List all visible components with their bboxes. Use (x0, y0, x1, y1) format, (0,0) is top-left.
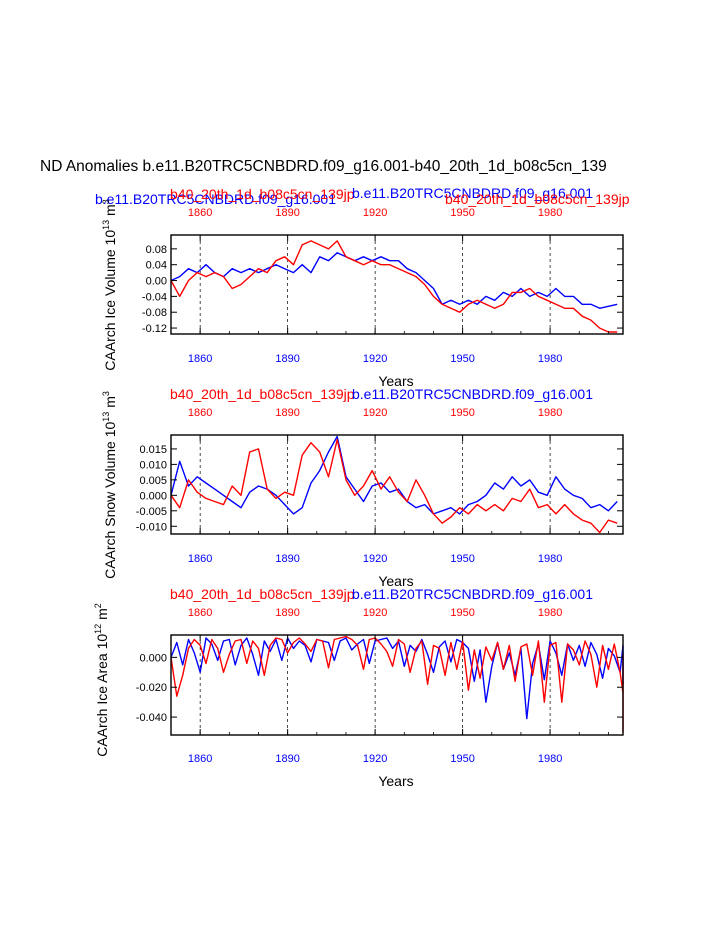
ice-area-y-tick-label: 0.000 (139, 652, 167, 664)
ice-area-x-tick-label: 1920 (363, 753, 387, 765)
snow-volume-x-tick-label-top: 1980 (538, 407, 562, 419)
snow-volume-y-axis-label: CAArch Snow Volume 1013 m3 (101, 391, 118, 579)
ice-area-x-tick-label-top: 1950 (450, 607, 474, 619)
ice-area-panel: b40_20th_1d_b08c5cn_139jp b.e11.B20TRC5C… (93, 586, 624, 789)
snow-volume-x-tick-label: 1890 (275, 553, 299, 565)
ice-volume-plot-frame (170, 234, 624, 335)
ice-volume-y-tick-label: -0.04 (142, 291, 167, 303)
snow-volume-y-tick-label: -0.010 (136, 521, 167, 533)
snow-volume-series-b-e11 (170, 435, 618, 515)
ice-volume-title-right-a: b.e11.B20TRC5CNBDRD.f09_g16.001 (352, 185, 593, 201)
ice-area-x-tick-label-top: 1890 (275, 607, 299, 619)
snow-volume-x-tick-label-top: 1860 (188, 407, 212, 419)
snow-volume-panel: b40_20th_1d_b08c5cn_139jp b.e11.B20TRC5C… (101, 386, 624, 589)
snow-volume-series-b40 (170, 438, 618, 534)
ice-area-series-b40 (170, 635, 624, 733)
ice-volume-y-tick-label: 0.04 (146, 260, 167, 272)
snow-volume-x-tick-label-top: 1950 (450, 407, 474, 419)
ice-area-title-right: b.e11.B20TRC5CNBDRD.f09_g16.001 (352, 586, 593, 602)
snow-volume-y-tick-label: -0.005 (136, 506, 167, 518)
ice-volume-x-tick-label: 1920 (363, 353, 387, 365)
ice-volume-title-left-b: b40_20th_1d_b08c5cn_139jp (170, 186, 355, 202)
snow-volume-y-tick-label: 0.015 (139, 444, 167, 456)
ice-volume-title-right-b: b40_20th_1d_b08c5cn_139jp (445, 191, 630, 207)
ice-volume-y-axis-label: CAArch Ice Volume 1013 m3 (101, 199, 118, 370)
ice-volume-panel: b.e11.B20TRC5CNBDRD.f09_g16.001 b40_20th… (95, 185, 630, 389)
ice-area-title-left: b40_20th_1d_b08c5cn_139jp (170, 586, 355, 602)
snow-volume-plot-frame (170, 434, 624, 535)
ice-area-y-axis-label: CAArch Ice Area 1012 m2 (93, 603, 110, 757)
snow-volume-x-tick-label: 1860 (188, 553, 212, 565)
ice-area-series-b-e11 (170, 637, 624, 720)
snow-volume-x-tick-label-top: 1890 (275, 407, 299, 419)
ice-volume-series-b40 (170, 240, 618, 333)
ice-volume-y-tick-label: 0.08 (146, 244, 167, 256)
ice-volume-x-tick-label: 1890 (275, 353, 299, 365)
snow-volume-x-tick-label-top: 1920 (363, 407, 387, 419)
snow-volume-x-axis-label: Years (378, 573, 413, 589)
snow-volume-x-tick-label: 1980 (538, 553, 562, 565)
ice-area-x-tick-label: 1980 (538, 753, 562, 765)
ice-volume-y-tick-label: 0.00 (146, 276, 167, 288)
ice-volume-title-left-a: b.e11.B20TRC5CNBDRD.f09_g16.001 (95, 191, 336, 207)
snow-volume-y-tick-label: 0.005 (139, 475, 167, 487)
ice-volume-series-b-e11 (170, 252, 618, 309)
snow-volume-title-right: b.e11.B20TRC5CNBDRD.f09_g16.001 (352, 386, 593, 402)
ice-volume-x-tick-label-top: 1860 (188, 207, 212, 219)
ice-area-x-tick-label: 1950 (450, 753, 474, 765)
snow-volume-x-tick-label: 1950 (450, 553, 474, 565)
ice-area-x-axis-label: Years (378, 773, 413, 789)
ice-volume-x-axis-label: Years (378, 373, 413, 389)
ice-volume-y-tick-label: -0.08 (142, 307, 167, 319)
ice-area-x-tick-label: 1890 (275, 753, 299, 765)
ice-volume-x-tick-label: 1980 (538, 353, 562, 365)
ice-volume-x-tick-label: 1860 (188, 353, 212, 365)
ice-area-plot-frame (170, 634, 624, 736)
ice-area-x-tick-label-top: 1980 (538, 607, 562, 619)
ice-area-x-tick-label-top: 1860 (188, 607, 212, 619)
snow-volume-y-tick-label: 0.010 (139, 459, 167, 471)
ice-area-x-tick-label: 1860 (188, 753, 212, 765)
figure-main-title: ND Anomalies b.e11.B20TRC5CNBDRD.f09_g16… (40, 158, 607, 175)
snow-volume-title-left: b40_20th_1d_b08c5cn_139jp (170, 386, 355, 402)
snow-volume-x-tick-label: 1920 (363, 553, 387, 565)
ice-area-y-tick-label: -0.020 (136, 682, 167, 694)
ice-volume-y-tick-label: -0.12 (142, 323, 167, 335)
ice-volume-x-tick-label-top: 1950 (450, 207, 474, 219)
ice-area-y-tick-label: -0.040 (136, 712, 167, 724)
ice-area-x-tick-label-top: 1920 (363, 607, 387, 619)
ice-volume-x-tick-label-top: 1980 (538, 207, 562, 219)
ice-volume-x-tick-label: 1950 (450, 353, 474, 365)
ice-volume-x-tick-label-top: 1920 (363, 207, 387, 219)
snow-volume-y-tick-label: 0.000 (139, 490, 167, 502)
ice-volume-x-tick-label-top: 1890 (275, 207, 299, 219)
